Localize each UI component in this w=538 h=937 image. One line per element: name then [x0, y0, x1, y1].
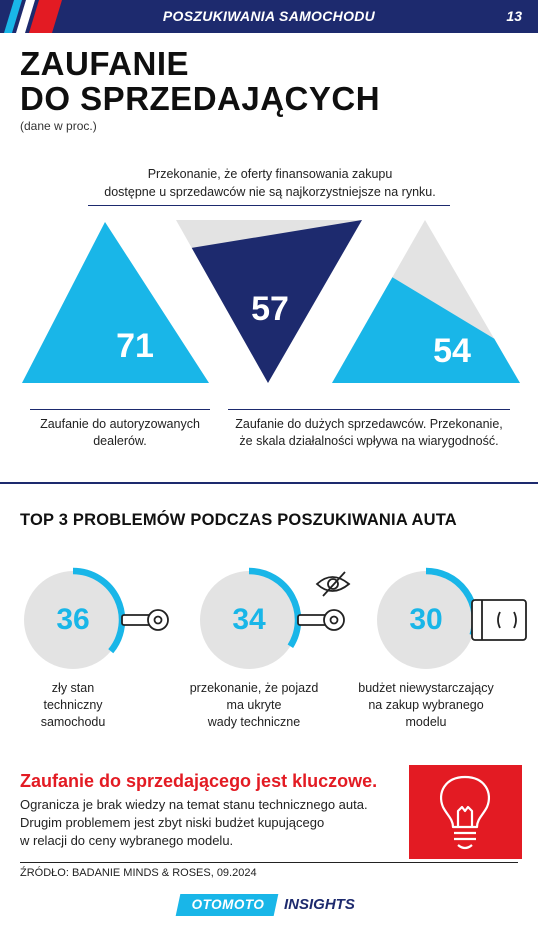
right-caption-rule — [228, 409, 510, 410]
donut-2-arc — [248, 567, 302, 648]
donut-3-caption-line: budżet niewystarczający — [358, 681, 494, 695]
section-divider — [0, 482, 538, 484]
donut-1-arc — [72, 567, 126, 654]
wrench-icon — [121, 609, 169, 631]
conclusion-line: Drugim problemem jest zbyt niski budżet … — [20, 815, 325, 830]
left-caption-rule — [30, 409, 210, 410]
donut-chart — [24, 567, 527, 669]
triangle-left-group — [22, 222, 209, 383]
header-bar: POSZUKIWANIA SAMOCHODU 13 — [0, 0, 538, 33]
donut-1-caption: zły stan techniczny samochodu — [13, 680, 133, 731]
top-caption-line: dostępne u sprzedawców nie są najkorzyst… — [104, 185, 436, 199]
page-title: ZAUFANIE DO SPRZEDAJĄCYCH — [20, 46, 380, 116]
lightbulb-icon — [439, 775, 491, 850]
left-caption-line: Zaufanie do autoryzowanych — [40, 417, 200, 431]
donut-1-value-label: 36 — [56, 603, 90, 636]
top-caption: Przekonanie, że oferty finansowania zaku… — [60, 165, 480, 201]
conclusion-line: w relacji do ceny wybranego modelu. — [20, 833, 234, 848]
triangle-right-group — [332, 220, 520, 383]
left-caption: Zaufanie do autoryzowanych dealerów. — [20, 416, 220, 450]
page-title-line1: ZAUFANIE — [20, 45, 189, 82]
data-unit-note: (dane w proc.) — [20, 119, 97, 133]
conclusion-line: Ogranicza je brak wiedzy na temat stanu … — [20, 797, 368, 812]
donut-2-caption: przekonanie, że pojazd ma ukryte wady te… — [174, 680, 334, 731]
donut-2-caption-line: wady techniczne — [207, 715, 301, 729]
triangle-middle-value-label: 57 — [251, 290, 289, 328]
problems-section-title: TOP 3 PROBLEMÓW PODCZAS POSZUKIWANIA AUT… — [20, 511, 457, 529]
triangle-right-value-label: 54 — [433, 332, 471, 370]
triangle-right-value — [332, 277, 520, 383]
donut-1-caption-line: zły stan — [51, 681, 95, 695]
wrench-icon — [297, 609, 345, 631]
donut-2-fill — [200, 571, 298, 669]
page-title-line2: DO SPRZEDAJĄCYCH — [20, 80, 381, 117]
donut-1-caption-line: samochodu — [40, 715, 106, 729]
donut-3-fill — [377, 571, 475, 669]
triangle-left-value-label: 71 — [116, 327, 154, 365]
donut-3-caption-line: modelu — [405, 715, 447, 729]
lightbulb-panel — [409, 765, 522, 859]
wallet-icon — [471, 599, 527, 641]
header-title: POSZUKIWANIA SAMOCHODU — [162, 8, 376, 24]
top-caption-rule — [88, 205, 450, 206]
stripes-logo — [4, 0, 62, 33]
right-caption-line: Zaufanie do dużych sprzedawców. Przekona… — [235, 417, 503, 431]
triangle-chart — [22, 220, 520, 383]
donut-2-caption-line: przekonanie, że pojazd — [189, 681, 319, 695]
donut-3-caption: budżet niewystarczający na zakup wybrane… — [346, 680, 506, 731]
donut-2-value-label: 34 — [232, 603, 266, 636]
conclusion-title: Zaufanie do sprzedającego jest kluczowe. — [20, 771, 378, 791]
eye-crossed-icon — [315, 571, 351, 597]
donut-3-value-label: 30 — [409, 603, 443, 636]
logo-suffix: INSIGHTS — [284, 896, 355, 913]
source-note: ŹRÓDŁO: BADANIE MINDS & ROSES, 09.2024 — [20, 867, 257, 879]
source-rule — [20, 862, 518, 863]
triangle-middle-value — [191, 220, 362, 383]
right-caption-line: że skala działalności wpływa na wiarygod… — [239, 434, 499, 448]
donut-2-caption-line: ma ukryte — [226, 698, 282, 712]
left-caption-line: dealerów. — [93, 434, 147, 448]
conclusion-text: Ogranicza je brak wiedzy na temat stanu … — [20, 796, 400, 850]
donut-3-caption-line: na zakup wybranego — [368, 698, 484, 712]
page-number: 13 — [506, 8, 522, 24]
right-caption: Zaufanie do dużych sprzedawców. Przekona… — [222, 416, 516, 450]
donut-1-fill — [24, 571, 122, 669]
top-caption-line: Przekonanie, że oferty finansowania zaku… — [147, 167, 393, 181]
donut-1-caption-line: techniczny — [43, 698, 103, 712]
logo-brand: OTOMOTO — [191, 897, 265, 912]
triangle-middle-group — [176, 220, 362, 383]
triangle-left-value — [22, 222, 209, 383]
